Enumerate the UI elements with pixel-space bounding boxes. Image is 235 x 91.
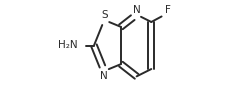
Text: S: S (101, 10, 108, 20)
Text: N: N (100, 71, 108, 81)
Text: F: F (165, 5, 171, 15)
Text: H₂N: H₂N (58, 40, 78, 51)
Text: N: N (133, 5, 141, 15)
